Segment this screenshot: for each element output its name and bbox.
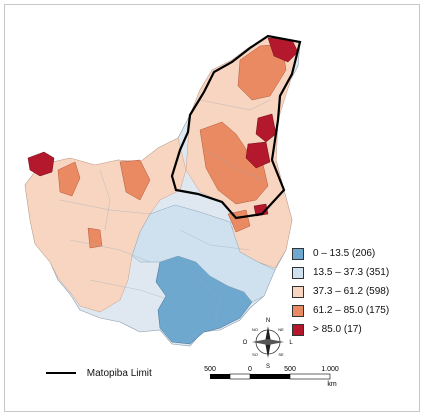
compass-n: N — [266, 318, 270, 324]
legend-swatch — [292, 285, 304, 298]
legend-label: 0 – 13.5 (206) — [313, 248, 376, 259]
legend-swatch — [292, 304, 304, 317]
legend-item: 61.2 – 85.0 (175) — [292, 301, 389, 320]
region-orange-2 — [237, 43, 287, 101]
compass-so: SO — [252, 352, 258, 357]
compass-no: NO — [252, 327, 258, 332]
legend-item: > 85.0 (17) — [292, 320, 389, 339]
region-lightblue — [131, 204, 276, 303]
legend-swatch — [292, 323, 304, 336]
region-darkred-e2 — [245, 141, 271, 169]
scale-unit: km — [327, 381, 337, 388]
legend-label: 37.3 – 61.2 (598) — [313, 286, 390, 297]
matopiba-legend: Matopiba Limit — [46, 368, 152, 379]
region-orange-5 — [87, 227, 103, 249]
compass-se: SE — [278, 352, 284, 357]
matopiba-label: Matopiba Limit — [86, 368, 152, 379]
map-legend: 0 – 13.5 (206) 13.5 – 37.3 (351) 37.3 – … — [292, 244, 389, 339]
scale-label-0: 0 — [248, 366, 252, 373]
compass-l: L — [289, 340, 293, 346]
legend-item: 0 – 13.5 (206) — [292, 244, 389, 263]
compass-o: O — [243, 340, 248, 346]
scale-label-1000: 1.000 — [321, 366, 339, 373]
scale-bar: 500 0 500 1.000 km — [204, 366, 339, 388]
compass-rose: N S O L NO NE SO SE — [243, 318, 294, 370]
matopiba-boundary — [170, 34, 302, 220]
region-darkred-e1 — [255, 113, 277, 143]
scale-label-500: 500 — [284, 366, 296, 373]
region-orange-1 — [199, 121, 269, 205]
municipality-lines — [59, 99, 271, 321]
compass-s: S — [266, 364, 270, 370]
matopiba-line-symbol — [46, 372, 76, 375]
scale-label-500-left: 500 — [204, 366, 216, 373]
legend-label: 13.5 – 37.3 (351) — [313, 267, 390, 278]
region-darkred-west — [27, 151, 55, 177]
legend-item: 13.5 – 37.3 (351) — [292, 263, 389, 282]
legend-label: > 85.0 (17) — [313, 324, 362, 335]
legend-swatch — [292, 247, 304, 260]
legend-swatch — [292, 266, 304, 279]
compass-ne: NE — [278, 327, 284, 332]
region-orange-3 — [57, 161, 81, 197]
region-orange-4 — [119, 159, 151, 201]
legend-item: 37.3 – 61.2 (598) — [292, 282, 389, 301]
legend-label: 61.2 – 85.0 (175) — [313, 305, 390, 316]
region-darkred-e3 — [253, 203, 269, 217]
